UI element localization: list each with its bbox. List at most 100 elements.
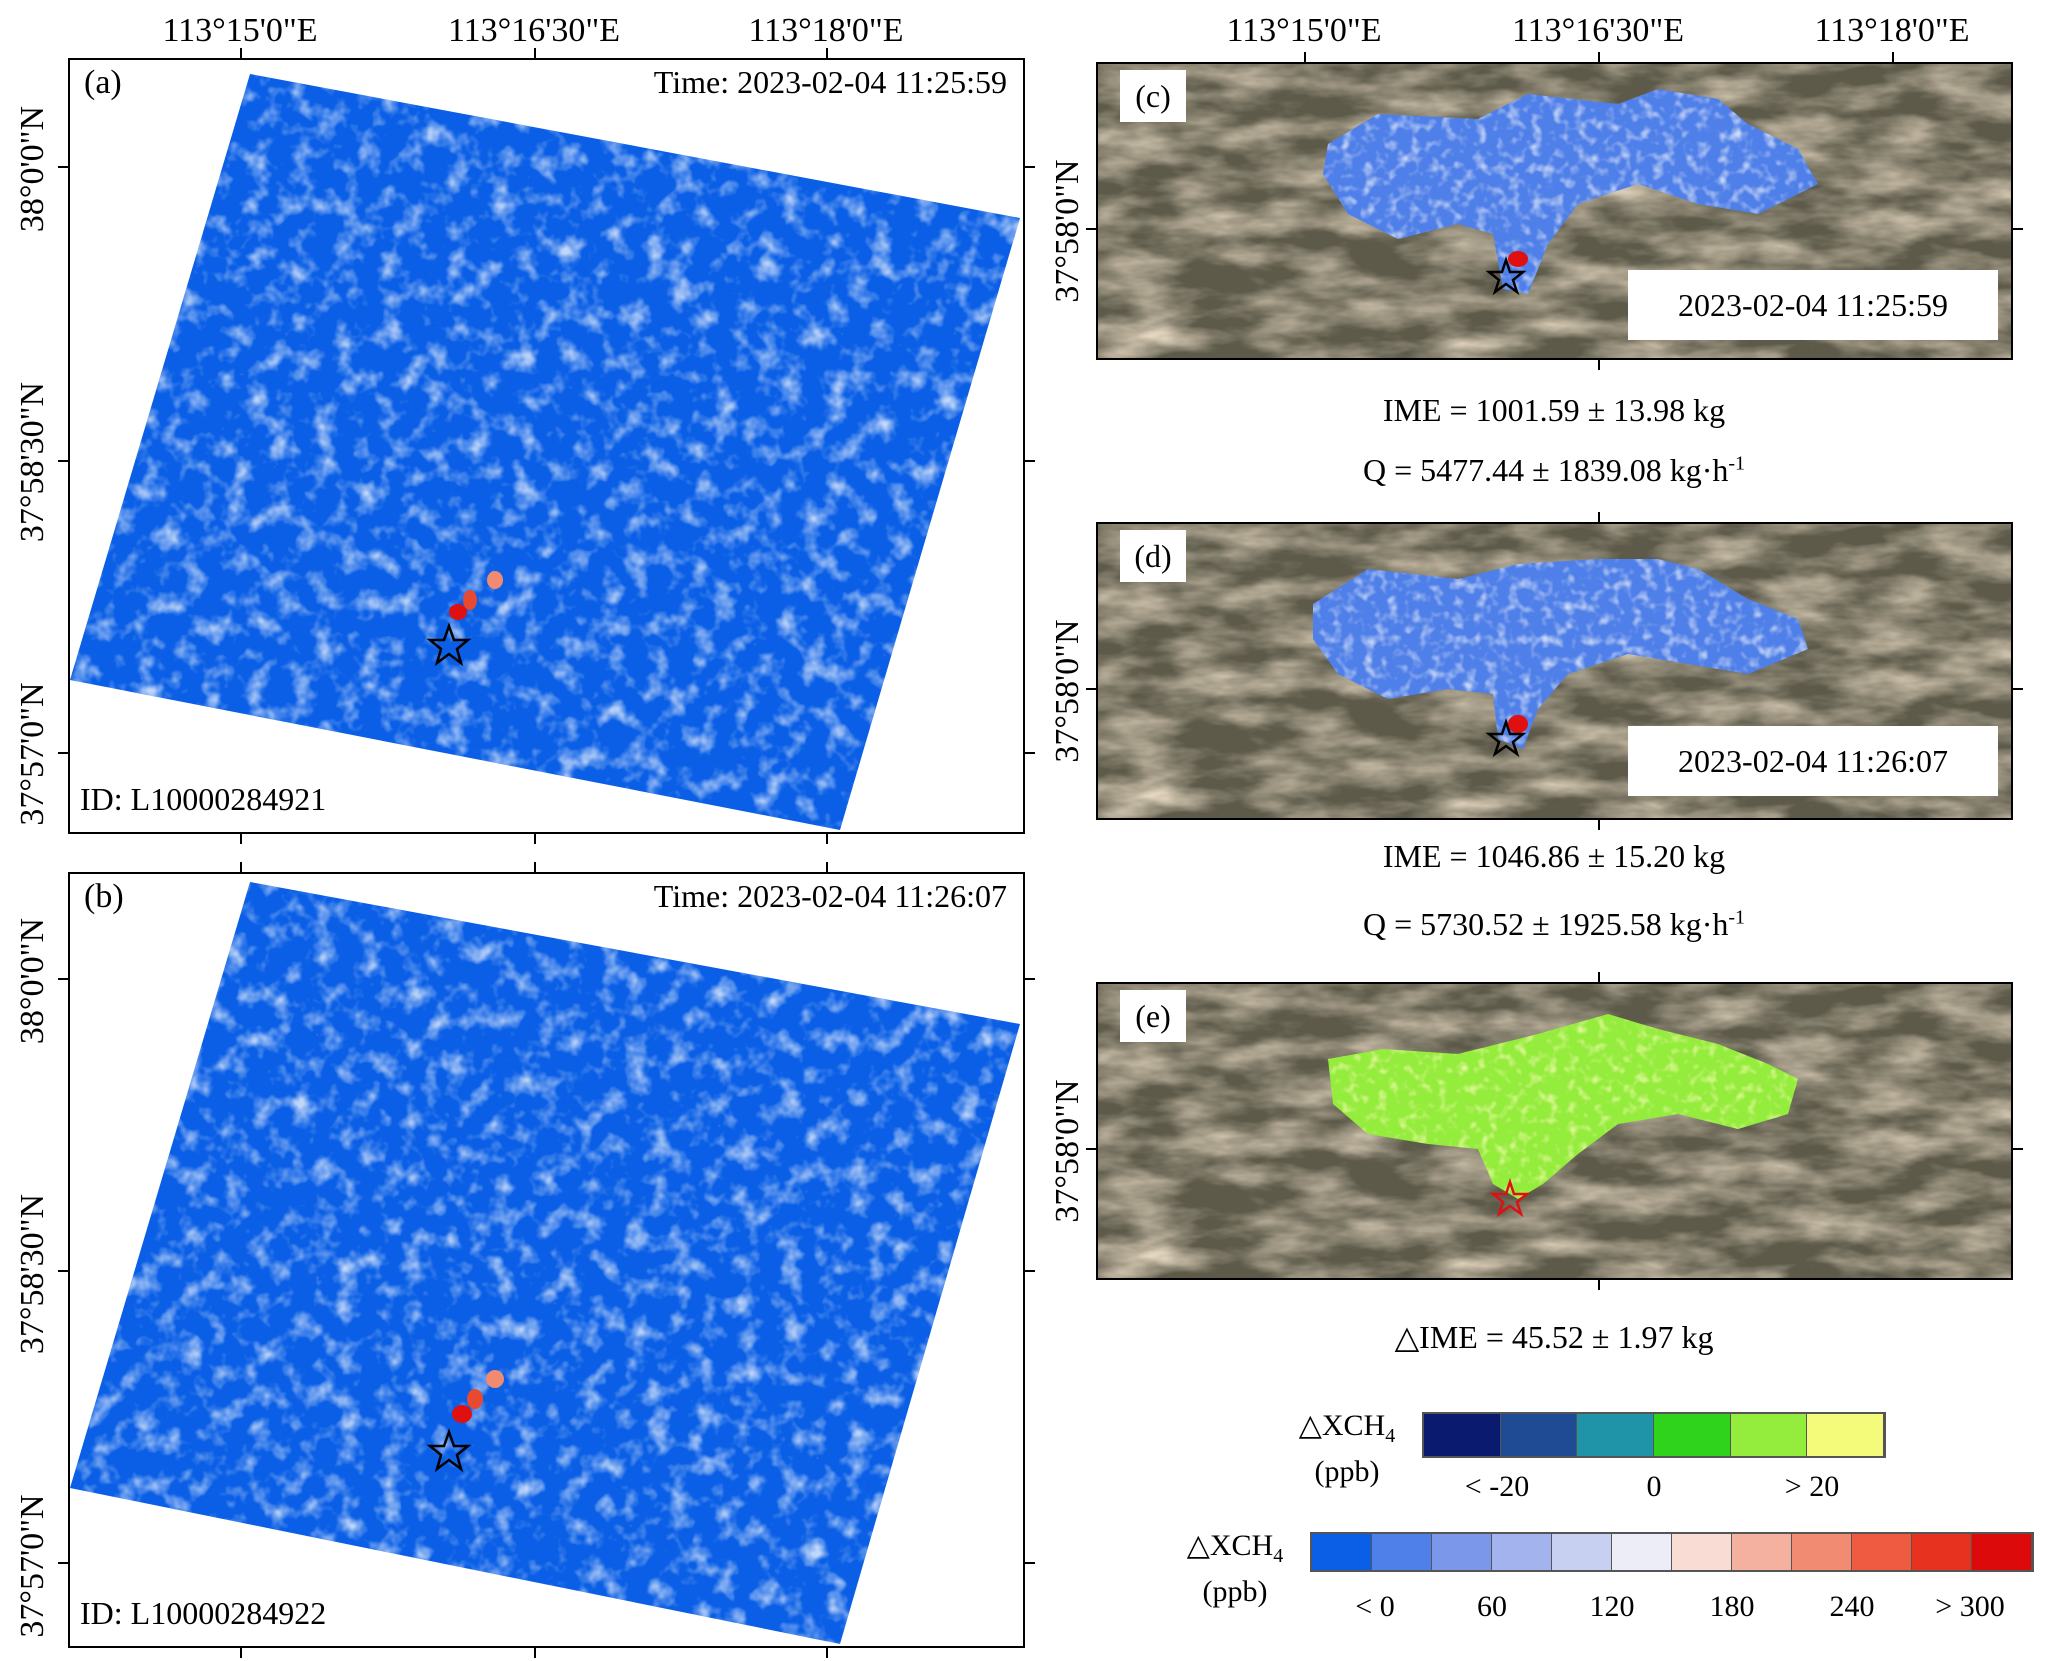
tick	[1598, 52, 1600, 62]
panel-b-letter: (b)	[84, 878, 124, 915]
tick	[1598, 360, 1600, 370]
q-d: Q = 5730.52 ± 1925.58 kg·h-1	[1362, 906, 1746, 942]
tick	[534, 862, 536, 872]
tick	[1025, 460, 1035, 462]
tick	[1086, 688, 1096, 690]
colorbar-swatch	[1492, 1534, 1552, 1570]
tick	[826, 862, 828, 872]
lat-tick-label-a3: 37°57'0"N	[14, 682, 51, 826]
tick	[826, 48, 828, 58]
q-c: Q = 5477.44 ± 1839.08 kg·h-1	[1362, 452, 1746, 488]
colorbar-swatch	[1730, 1414, 1808, 1456]
tick	[240, 48, 242, 58]
tick	[2013, 688, 2023, 690]
panel-d-letter: (d)	[1120, 530, 1186, 582]
tick	[2013, 228, 2023, 230]
tick	[240, 1648, 242, 1658]
panel-c-timestamp: 2023-02-04 11:25:59	[1628, 270, 1998, 340]
colorbar-diff-label-2: 0	[1646, 1470, 1662, 1503]
panel-b-time: Time: 2023-02-04 11:26:07	[649, 878, 1011, 915]
colorbar-swatch	[1612, 1534, 1672, 1570]
tick	[1598, 972, 1600, 982]
lat-tick-label-d: 37°58'0"N	[1049, 619, 1086, 763]
lat-tick-label-b3: 37°57'0"N	[14, 1494, 51, 1638]
colorbar-diff-label-3: > 20	[1784, 1470, 1840, 1503]
panel-a-time: Time: 2023-02-04 11:25:59	[649, 64, 1011, 101]
panel-e-map: (e)	[1096, 982, 2013, 1280]
lon-tick-label-2: 113°16'30"E	[447, 12, 621, 49]
tick	[58, 1562, 68, 1564]
tick	[1892, 52, 1894, 62]
source-star-icon	[426, 622, 472, 667]
colorbar-diff	[1422, 1412, 1886, 1458]
ime-d: IME = 1046.86 ± 15.20 kg	[1382, 838, 1726, 874]
lon-tick-label-right-2: 113°16'30"E	[1511, 12, 1685, 49]
lat-tick-label-b2: 37°58'30"N	[14, 1193, 51, 1355]
colorbar-main-label-6: > 300	[1935, 1590, 2005, 1623]
ime-c: IME = 1001.59 ± 13.98 kg	[1382, 392, 1726, 428]
lat-tick-label-a1: 38°0'0"N	[14, 105, 51, 233]
panel-c-map: (c) 2023-02-04 11:25:59	[1096, 62, 2013, 360]
tick	[1086, 1148, 1096, 1150]
tick	[534, 48, 536, 58]
delta-ime: △IME = 45.52 ± 1.97 kg	[1394, 1319, 1714, 1355]
tick	[1598, 1280, 1600, 1290]
colorbar-main-label-1: < 0	[1355, 1590, 1395, 1623]
lat-tick-label-c: 37°58'0"N	[1049, 159, 1086, 303]
tick	[1025, 1270, 1035, 1272]
tick	[1025, 752, 1035, 754]
colorbar-main-label-2: 60	[1477, 1590, 1507, 1623]
panel-a-id: ID: L10000284921	[76, 781, 331, 818]
colorbar-swatch	[1654, 1414, 1731, 1456]
lon-tick-label-right-3: 113°18'0"E	[1814, 12, 1970, 49]
panel-d-timestamp: 2023-02-04 11:26:07	[1628, 726, 1998, 796]
colorbar-swatch	[1672, 1534, 1732, 1570]
lat-tick-label-a2: 37°58'30"N	[14, 381, 51, 543]
colorbar-swatch	[1500, 1414, 1578, 1456]
colorbar-diff-label-1: < -20	[1464, 1470, 1530, 1503]
lon-tick-label-right-1: 113°15'0"E	[1226, 12, 1382, 49]
colorbar-swatch	[1372, 1534, 1432, 1570]
tick	[1025, 978, 1035, 980]
tick	[58, 1270, 68, 1272]
colorbar-swatch	[1852, 1534, 1912, 1570]
lat-tick-label-b1: 38°0'0"N	[14, 917, 51, 1045]
tick	[1598, 512, 1600, 522]
tick	[534, 1648, 536, 1658]
colorbar-swatch	[1972, 1534, 2032, 1570]
colorbar-main-title: △XCH4 (ppb)	[1186, 1529, 1284, 1608]
panel-e-letter: (e)	[1120, 990, 1186, 1042]
colorbar-main	[1310, 1532, 2034, 1572]
colorbar-main-label-5: 240	[1829, 1590, 1875, 1623]
colorbar-swatch	[1807, 1414, 1885, 1456]
tick	[58, 460, 68, 462]
colorbar-diff-title: △XCH4 (ppb)	[1298, 1409, 1396, 1488]
panel-c-terrain	[1098, 64, 2011, 358]
source-star-icon	[1485, 718, 1527, 758]
panel-d-map: (d) 2023-02-04 11:26:07	[1096, 522, 2013, 820]
colorbar-main-label-4: 180	[1709, 1590, 1755, 1623]
tick	[58, 166, 68, 168]
colorbar-swatch	[1424, 1414, 1501, 1456]
lon-tick-label-1: 113°15'0"E	[162, 12, 318, 49]
tick	[1304, 52, 1306, 62]
colorbar-swatch	[1432, 1534, 1492, 1570]
colorbar-swatch	[1732, 1534, 1792, 1570]
source-star-icon	[1485, 256, 1527, 296]
tick	[1086, 228, 1096, 230]
panel-b-map: (b) Time: 2023-02-04 11:26:07 ID: L10000…	[68, 872, 1025, 1648]
tick	[826, 1648, 828, 1658]
source-star-icon	[426, 1428, 472, 1473]
tick	[826, 834, 828, 844]
tick	[534, 834, 536, 844]
tick	[1025, 1562, 1035, 1564]
tick	[240, 862, 242, 872]
panel-a-map: (a) Time: 2023-02-04 11:25:59 ID: L10000…	[68, 58, 1025, 834]
tick	[58, 978, 68, 980]
colorbar-main-label-3: 120	[1589, 1590, 1635, 1623]
panel-d-terrain	[1098, 524, 2011, 818]
source-star-icon	[1489, 1178, 1531, 1218]
panel-a-heatmap	[70, 74, 1020, 830]
panel-b-heatmap	[70, 882, 1020, 1644]
panel-c-letter: (c)	[1120, 70, 1186, 122]
